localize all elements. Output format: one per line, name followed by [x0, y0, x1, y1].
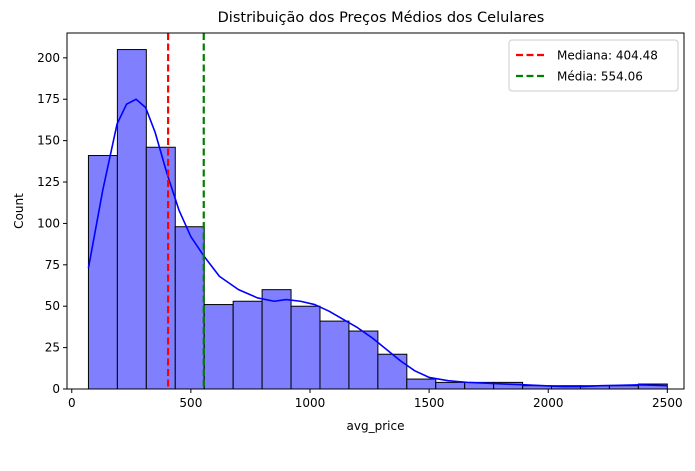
vline-layer: [167, 33, 205, 389]
y-axis-label: Count: [12, 193, 26, 229]
legend-box: [508, 39, 679, 92]
chart-title: Distribuição dos Preços Médios dos Celul…: [218, 10, 545, 26]
x-axis-label: avg_price: [347, 419, 405, 433]
x-axis: 0 500 1000 1500 2000 2500: [68, 389, 683, 410]
legend: Mediana: 404.48 Média: 554.06: [508, 39, 679, 92]
y-axis: 0 25 50 75 100 125 150 175 200: [37, 51, 67, 396]
y-tick-label: 75: [45, 258, 60, 272]
histogram-bar: [174, 226, 205, 390]
y-tick-label: 0: [52, 382, 60, 396]
x-tick-label: 2500: [652, 396, 683, 410]
bars-layer: [87, 49, 668, 390]
x-tick-label: 1000: [295, 396, 326, 410]
histogram-bar: [145, 146, 176, 390]
histogram-bar: [116, 49, 147, 390]
kde-layer: [87, 98, 668, 388]
histogram-bar: [406, 378, 437, 390]
kde-line: [87, 98, 668, 388]
y-tick-label: 150: [37, 134, 60, 148]
histogram-bar: [377, 353, 408, 390]
x-tick-label: 0: [68, 396, 76, 410]
x-tick-label: 1500: [414, 396, 445, 410]
y-tick-label: 25: [45, 341, 60, 355]
histogram-bar: [261, 289, 292, 390]
y-tick-label: 100: [37, 216, 60, 230]
histogram-bar: [87, 155, 118, 390]
histogram-bar: [232, 300, 263, 390]
x-tick-label: 500: [179, 396, 202, 410]
y-tick-label: 125: [37, 175, 60, 189]
plot-frame: [66, 32, 685, 390]
y-tick-label: 200: [37, 51, 60, 65]
histogram-bar: [203, 304, 234, 390]
histogram-bar: [435, 381, 466, 390]
legend-median-label: Mediana: 404.48: [557, 49, 658, 63]
y-tick-label: 50: [45, 299, 60, 313]
histogram-bar: [319, 320, 350, 390]
histogram-bar: [290, 305, 321, 390]
y-tick-label: 175: [37, 92, 60, 106]
x-tick-label: 2000: [533, 396, 564, 410]
legend-mean-label: Média: 554.06: [557, 70, 643, 84]
